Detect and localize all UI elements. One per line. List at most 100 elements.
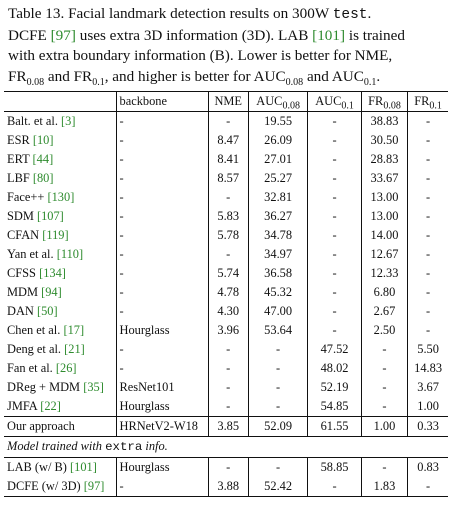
- reference-link[interactable]: [134]: [39, 266, 66, 280]
- cell-auc-01: -: [307, 226, 362, 245]
- cell-fr-008: -: [361, 378, 409, 397]
- cell-nme: -: [208, 188, 249, 207]
- cell-nme: -: [208, 457, 249, 477]
- reference-link[interactable]: [26]: [55, 361, 77, 375]
- cell-method: MDM [94]: [4, 283, 117, 302]
- caption-text: .: [367, 5, 372, 22]
- cell-method: CFSS [134]: [4, 264, 117, 283]
- cell-method: JMFA [22]: [4, 397, 117, 417]
- cell-nme: 3.85: [208, 416, 249, 437]
- cell-auc-01: -: [307, 188, 362, 207]
- cell-method: CFAN [119]: [4, 226, 117, 245]
- reference-link[interactable]: [17]: [63, 323, 85, 337]
- reference-link[interactable]: [22]: [40, 399, 61, 413]
- cell-auc-008: 52.42: [248, 477, 309, 497]
- results-body: Balt. et al. [3] - -19.55-38.83- ESR [10] -8…: [4, 111, 448, 417]
- cell-auc-008: 19.55: [248, 111, 309, 131]
- reference-link[interactable]: [50]: [36, 304, 58, 318]
- cell-auc-01: -: [307, 150, 362, 169]
- reference-link[interactable]: [21]: [64, 342, 85, 356]
- cell-auc-008: -: [248, 457, 309, 477]
- ours-body: Our approach HRNetV2-W18 3.85 52.09 61.5…: [4, 416, 448, 458]
- reference-link[interactable]: [119]: [42, 228, 69, 242]
- caption-text: and FR: [44, 67, 93, 85]
- header-subscript: 0.08: [282, 100, 300, 112]
- cell-nme: 8.47: [208, 131, 249, 150]
- cell-auc-01: -: [307, 264, 362, 283]
- cell-nme: 4.78: [208, 283, 249, 302]
- cell-auc-01: -: [307, 321, 362, 340]
- reference-link[interactable]: [101]: [70, 460, 97, 474]
- reference-link[interactable]: [107]: [36, 209, 64, 223]
- header-auc-008: AUC0.08: [248, 91, 309, 112]
- cell-auc-008: 47.00: [248, 302, 309, 321]
- method-name: JMFA: [7, 399, 38, 413]
- reference-link[interactable]: [94]: [41, 285, 62, 299]
- cell-nme: 3.96: [208, 321, 249, 340]
- table-row: ERT [44] -8.41 27.01-28.83-: [4, 150, 448, 169]
- method-name: MDM: [7, 285, 38, 299]
- cell-auc-008: 32.81: [248, 188, 309, 207]
- method-name: Face++: [7, 190, 45, 204]
- cell-fr-01: 0.33: [417, 419, 439, 433]
- cell-auc-01: -: [307, 245, 362, 264]
- cell-auc-008: -: [248, 359, 309, 378]
- cell-fr-008: -: [361, 340, 409, 359]
- cell-method: ESR [10]: [4, 131, 117, 150]
- reference-link[interactable]: [44]: [32, 152, 54, 166]
- header-fr-01: FR0.1: [408, 92, 448, 112]
- cell-backbone: -: [116, 169, 209, 188]
- reference-link[interactable]: [3]: [61, 114, 76, 128]
- cell-backbone: Hourglass: [116, 397, 209, 417]
- reference-link[interactable]: [35]: [83, 380, 104, 394]
- cell-auc-008: -: [248, 378, 309, 397]
- cell-backbone: -: [116, 340, 209, 359]
- cell-backbone: Hourglass: [116, 457, 209, 477]
- reference-link[interactable]: [97]: [50, 26, 76, 44]
- cell-fr-01: 14.83: [414, 361, 443, 375]
- cell-nme: -: [208, 245, 249, 264]
- reference-link[interactable]: [10]: [32, 133, 54, 147]
- cell-auc-01: -: [307, 477, 362, 497]
- reference-link[interactable]: [97]: [83, 479, 105, 493]
- cell-auc-008: 34.78: [248, 226, 309, 245]
- cell-method: ERT [44]: [4, 150, 117, 169]
- section-label: Model trained with extra info.: [4, 436, 448, 458]
- cell-backbone: -: [116, 188, 209, 207]
- cell-fr-01: 1.00: [417, 399, 439, 413]
- cell-backbone: -: [116, 245, 209, 264]
- cell-fr-01: -: [426, 285, 431, 299]
- caption-text: Table 13. Facial landmark detection resu…: [8, 5, 333, 22]
- cell-fr-01: -: [426, 171, 431, 185]
- table-row: Yan et al. [110] - -34.97-12.67-: [4, 245, 448, 264]
- caption-text: DCFE: [8, 26, 51, 44]
- reference-link[interactable]: [101]: [312, 26, 346, 44]
- cell-fr-008: -: [361, 457, 409, 477]
- cell-auc-008: 52.09: [248, 416, 309, 437]
- cell-auc-008: 45.32: [248, 283, 309, 302]
- cell-fr-008: 13.00: [361, 207, 409, 226]
- cell-method: Deng et al. [21]: [4, 340, 117, 359]
- reference-link[interactable]: [80]: [32, 171, 54, 185]
- caption-text: is trained: [345, 26, 405, 44]
- section-row-extra: Model trained with extra info.: [4, 436, 448, 458]
- caption-line-1: Table 13. Facial landmark detection resu…: [8, 4, 448, 26]
- header-fr-008: FR0.08: [361, 91, 409, 112]
- method-name: Deng et al.: [7, 342, 62, 356]
- table-row-ours: Our approach HRNetV2-W18 3.85 52.09 61.5…: [4, 416, 448, 437]
- table-row: DReg + MDM [35] ResNet101- -52.19-3.67: [4, 378, 448, 397]
- cell-fr-008: 1.00: [361, 416, 409, 437]
- cell-fr-008: 38.83: [361, 111, 409, 131]
- table-row: DCFE (w/ 3D) [97] -3.88 52.42-1.83-: [4, 477, 448, 497]
- section-text: info.: [142, 439, 168, 453]
- cell-auc-01: -: [307, 111, 362, 131]
- caption-subscript: 0.08: [26, 76, 45, 88]
- reference-link[interactable]: [110]: [56, 247, 84, 261]
- cell-backbone: HRNetV2-W18: [116, 416, 209, 437]
- cell-fr-008: 2.50: [361, 321, 409, 340]
- cell-backbone: -: [116, 283, 209, 302]
- caption-subscript: 0.1: [363, 76, 377, 88]
- caption-text: .: [376, 67, 381, 85]
- cell-fr-01: -: [426, 133, 431, 147]
- reference-link[interactable]: [130]: [47, 190, 75, 204]
